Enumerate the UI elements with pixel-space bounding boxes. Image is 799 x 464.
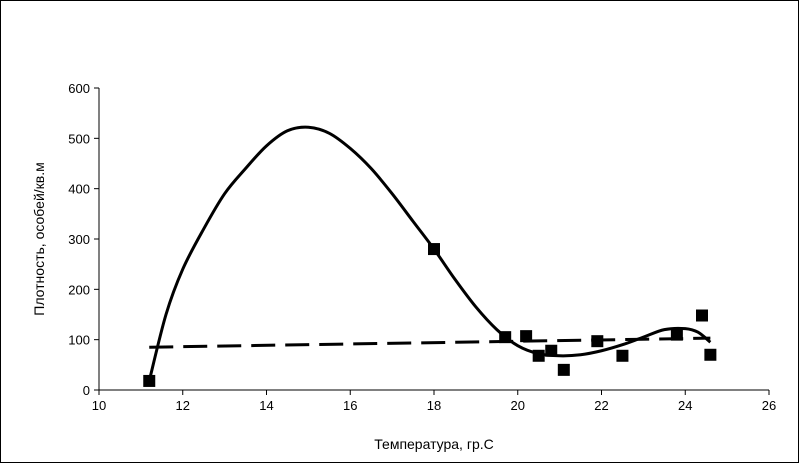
x-tick-label: 10 xyxy=(92,398,106,413)
x-tick-label: 26 xyxy=(762,398,776,413)
data-point-square xyxy=(616,349,629,362)
y-axis-title: Плотность, особей/кв.м xyxy=(31,162,47,315)
y-tick-label: 600 xyxy=(68,81,90,96)
x-tick-label: 22 xyxy=(594,398,608,413)
y-tick-label: 300 xyxy=(68,232,90,247)
x-tick-label: 24 xyxy=(678,398,692,413)
data-point-square xyxy=(499,331,512,344)
x-tick-label: 14 xyxy=(259,398,273,413)
trend-line-dashed xyxy=(149,336,711,349)
y-tick-label: 400 xyxy=(68,182,90,197)
x-tick-label: 12 xyxy=(176,398,190,413)
y-tick-label: 500 xyxy=(68,131,90,146)
y-tick-label: 100 xyxy=(68,333,90,348)
data-point-square xyxy=(428,243,440,256)
y-ticks: 0 100 200 300 400 500 600 xyxy=(68,81,99,398)
y-tick-label: 200 xyxy=(68,282,90,297)
data-point-square xyxy=(696,309,708,322)
data-point-square xyxy=(545,344,558,357)
x-tick-label: 18 xyxy=(427,398,441,413)
x-tick-label: 16 xyxy=(343,398,357,413)
data-points xyxy=(143,243,717,387)
data-point-square xyxy=(557,363,570,376)
x-tick-label: 20 xyxy=(511,398,525,413)
data-point-square xyxy=(520,330,533,343)
data-point-square xyxy=(591,335,604,348)
data-point-square xyxy=(532,349,545,362)
data-point-square xyxy=(670,328,683,341)
data-point-square xyxy=(143,374,156,387)
x-ticks: 10 12 14 16 18 20 22 24 26 xyxy=(92,390,776,413)
data-point-square xyxy=(704,348,717,361)
y-tick-label: 0 xyxy=(83,383,90,398)
x-axis-title: Температура, гр.С xyxy=(374,436,493,452)
